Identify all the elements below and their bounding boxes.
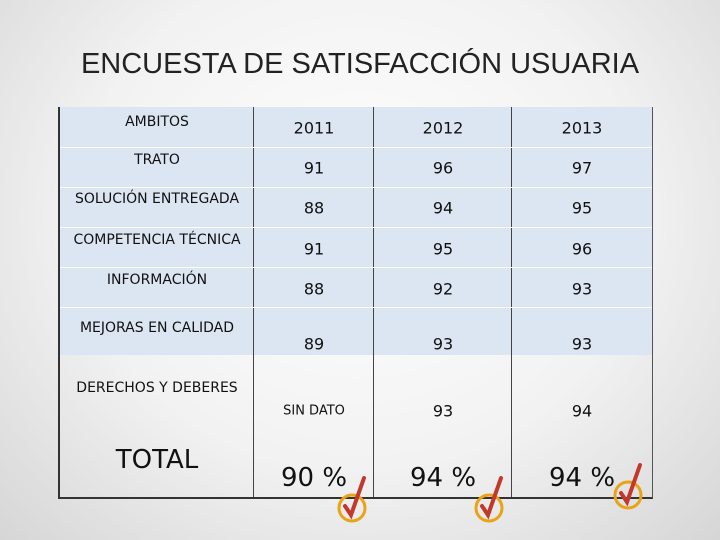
cell-value: 91 bbox=[303, 239, 325, 259]
cell-value: 94 bbox=[571, 401, 593, 421]
table-band bbox=[60, 107, 652, 355]
cell-value: 94 % bbox=[548, 463, 616, 493]
header-year: 2011 bbox=[293, 118, 335, 138]
row-border bbox=[60, 227, 652, 228]
check-icon bbox=[613, 463, 643, 510]
column-border bbox=[511, 107, 512, 497]
cell-value: 96 bbox=[432, 158, 454, 178]
column-border bbox=[373, 107, 374, 497]
cell-value: 96 bbox=[571, 239, 593, 259]
header-label: AMBITOS bbox=[125, 114, 189, 130]
row-label: TRATO bbox=[134, 152, 180, 168]
header-year: 2013 bbox=[561, 118, 603, 138]
row-label: SOLUCIÓN ENTREGADA bbox=[74, 191, 240, 207]
row-border bbox=[60, 147, 652, 148]
cell-value: 93 bbox=[571, 279, 593, 299]
cell-value: 92 bbox=[432, 279, 454, 299]
row-label: DERECHOS Y DEBERES bbox=[76, 380, 238, 396]
row-label: COMPETENCIA TÉCNICA bbox=[73, 232, 241, 248]
column-border bbox=[253, 107, 254, 497]
row-border bbox=[60, 187, 652, 188]
cell-value: 90 % bbox=[280, 463, 348, 493]
check-icon bbox=[474, 476, 504, 523]
cell-value: 95 bbox=[571, 198, 593, 218]
row-label: MEJORAS EN CALIDAD bbox=[79, 320, 235, 336]
cell-value: 89 bbox=[303, 334, 325, 354]
header-year: 2012 bbox=[422, 118, 464, 138]
cell-value: 93 bbox=[432, 334, 454, 354]
cell-value: 88 bbox=[303, 279, 325, 299]
cell-value: 93 bbox=[571, 334, 593, 354]
row-border bbox=[60, 307, 652, 308]
cell-value: 94 bbox=[432, 198, 454, 218]
cell-value: 95 bbox=[432, 239, 454, 259]
row-label: INFORMACIÓN bbox=[106, 272, 208, 288]
cell-value: 88 bbox=[303, 198, 325, 218]
cell-value: SIN DATO bbox=[283, 403, 345, 419]
cell-value: 93 bbox=[432, 401, 454, 421]
cell-value: 97 bbox=[571, 158, 593, 178]
row-label: TOTAL bbox=[115, 445, 199, 475]
check-icon bbox=[337, 476, 367, 523]
slide-title: ENCUESTA DE SATISFACCIÓN USUARIA bbox=[80, 48, 640, 80]
cell-value: 91 bbox=[303, 158, 325, 178]
table: AMBITOS 2011 2012 2013 TRATO 91 96 97 SOLUCIÓN E… bbox=[58, 107, 653, 499]
row-border bbox=[60, 267, 652, 268]
cell-value: 94 % bbox=[409, 463, 477, 493]
